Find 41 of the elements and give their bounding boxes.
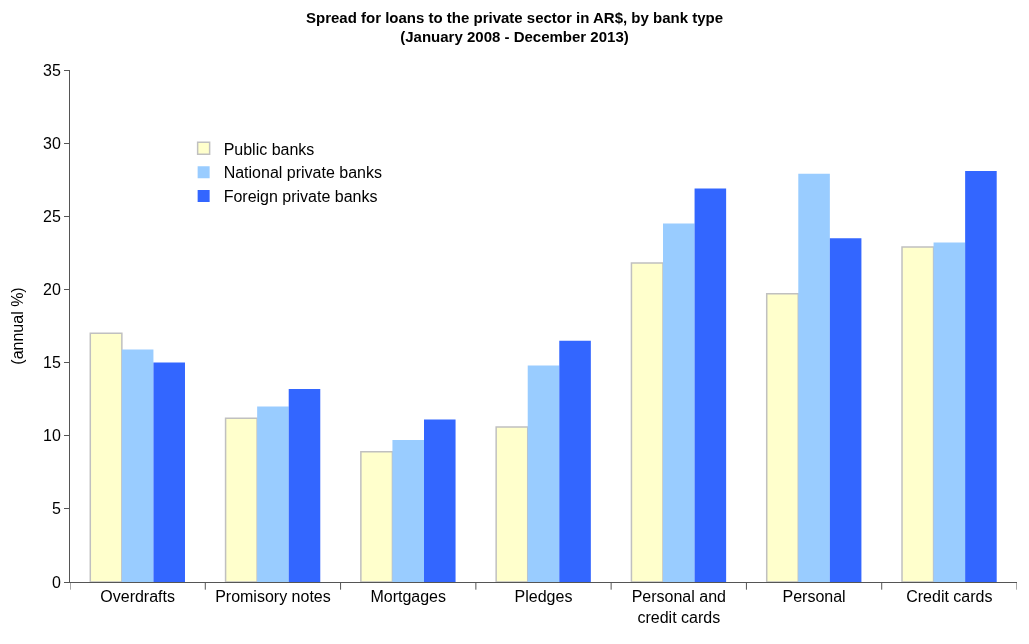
x-tick-label: Credit cards bbox=[906, 588, 993, 606]
bar bbox=[965, 170, 997, 582]
y-tick-label: 0 bbox=[51, 573, 61, 591]
x-tick-label: Personal bbox=[782, 588, 846, 606]
bar bbox=[901, 246, 935, 582]
bar bbox=[288, 388, 321, 582]
bar bbox=[798, 173, 830, 582]
bar bbox=[121, 349, 154, 582]
y-tick-label: 10 bbox=[43, 427, 61, 445]
x-tick-label: Mortgages bbox=[370, 588, 447, 606]
bar bbox=[224, 417, 258, 582]
x-tick-label: Overdrafts bbox=[100, 588, 175, 606]
y-tick-label: 25 bbox=[43, 207, 61, 225]
y-axis-title: (annual %) bbox=[8, 287, 26, 365]
bar bbox=[360, 451, 394, 582]
bar bbox=[424, 419, 456, 582]
x-tick-label: Personal and credit cards bbox=[631, 588, 726, 626]
bar bbox=[933, 242, 966, 582]
legend-label: Public banks bbox=[223, 140, 315, 158]
x-tick-label: Pledges bbox=[514, 588, 573, 606]
y-tick-label: 5 bbox=[51, 500, 61, 518]
bar bbox=[257, 406, 289, 582]
bar bbox=[527, 365, 560, 582]
y-tick-label: 35 bbox=[43, 61, 61, 79]
chart-title: Spread for loans to the private sector in AR$, by bank type (January 2008 - December 2013) bbox=[305, 8, 724, 46]
y-tick-label: 15 bbox=[43, 354, 61, 372]
y-tick-label: 30 bbox=[43, 134, 61, 152]
x-tick-label: Promisory notes bbox=[215, 588, 331, 606]
bar bbox=[630, 262, 664, 582]
bar bbox=[89, 332, 123, 582]
bar bbox=[559, 340, 591, 582]
bar bbox=[663, 223, 695, 582]
legend-label: National private banks bbox=[223, 164, 382, 182]
bar bbox=[153, 362, 185, 582]
bar bbox=[495, 426, 529, 582]
bar bbox=[392, 440, 424, 582]
bar bbox=[829, 238, 862, 582]
legend-label: Foreign private banks bbox=[223, 188, 378, 206]
y-tick-label: 20 bbox=[43, 281, 61, 299]
bar bbox=[765, 293, 800, 582]
bar bbox=[694, 188, 727, 582]
